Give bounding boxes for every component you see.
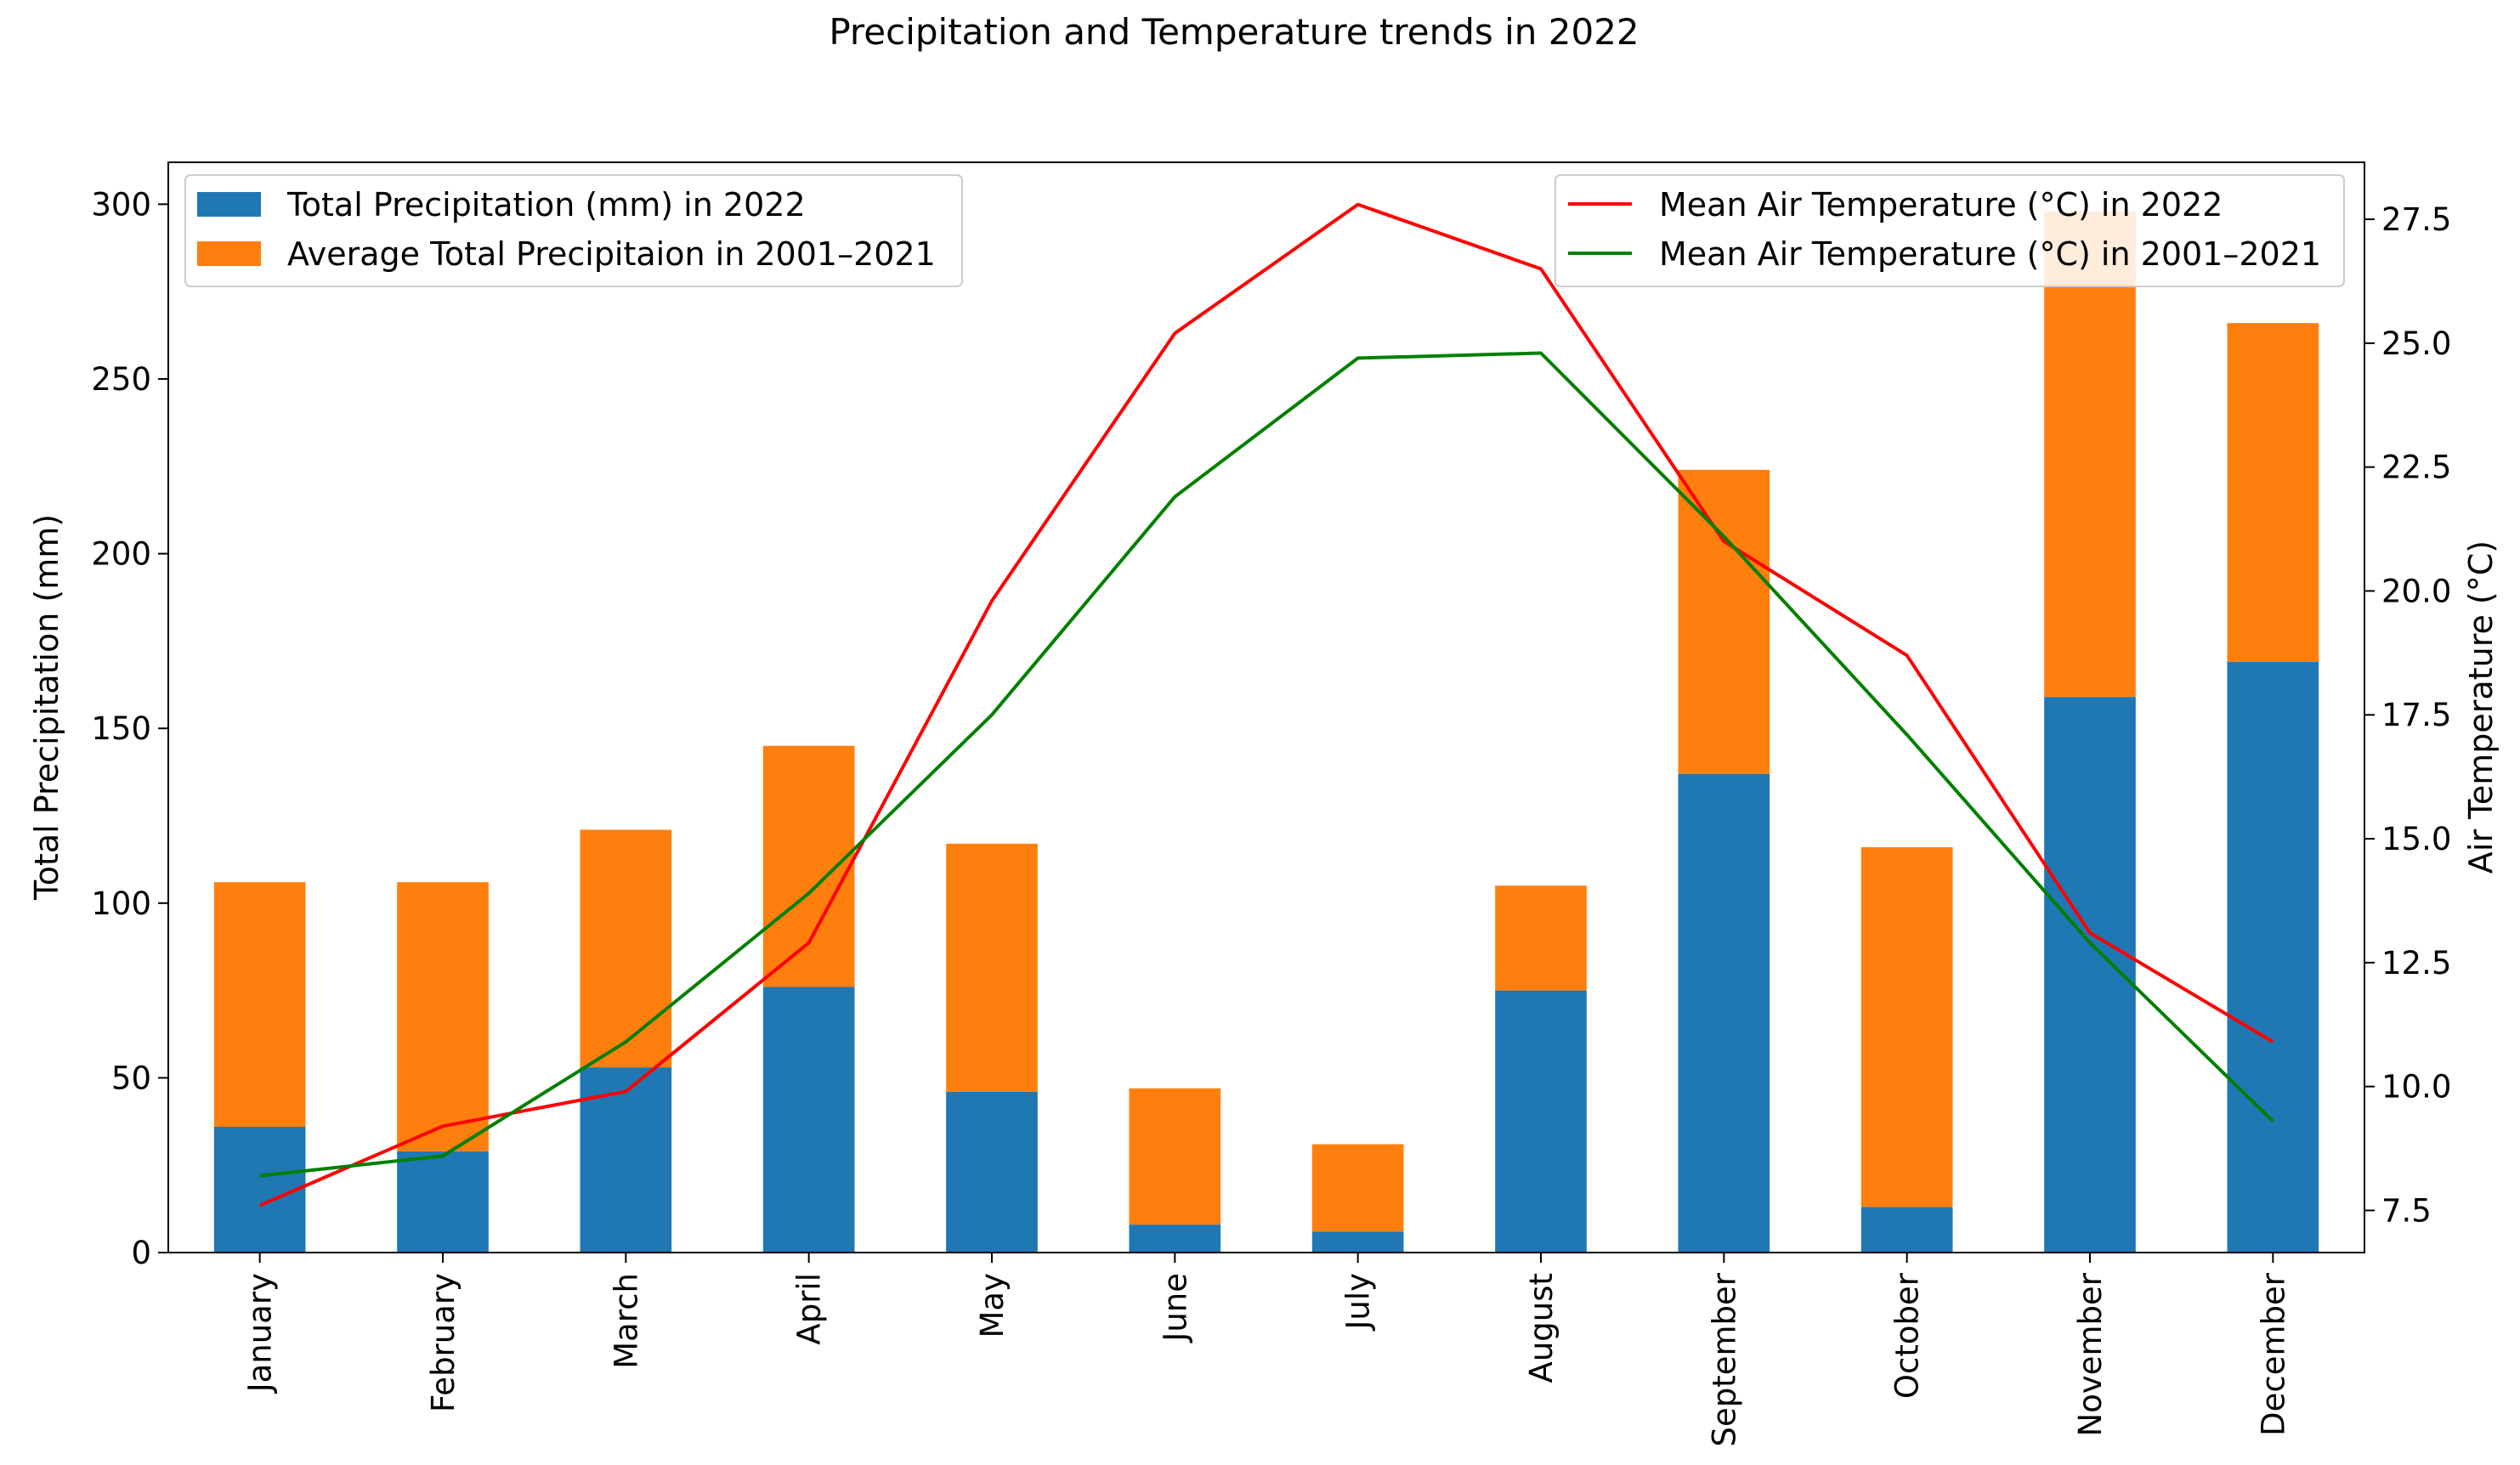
y-tick-label-right: 12.5 — [2381, 945, 2451, 981]
x-tick-label-august: August — [1523, 1273, 1560, 1383]
legend-label-temp-2022: Mean Air Temperature (°C) in 2022 — [1659, 186, 2223, 223]
bar-precip-avg-june — [1129, 1088, 1221, 1225]
y-tick-label-left: 100 — [91, 885, 151, 922]
y-tick-label-left: 150 — [91, 710, 151, 747]
x-tick-label-september: September — [1706, 1272, 1742, 1446]
bar-precip-avg-february — [397, 882, 489, 1151]
bar-precip-avg-july — [1311, 1144, 1404, 1232]
bar-precip-2022-january — [213, 1126, 306, 1253]
bar-precip-avg-april — [762, 745, 855, 987]
y-axis-label-left: Total Precipitation (mm) — [28, 514, 65, 901]
bar-precip-2022-october — [1860, 1207, 1953, 1253]
bar-precip-avg-may — [946, 843, 1038, 1092]
legend-label-precip-2022: Total Precipitation (mm) in 2022 — [286, 186, 806, 223]
bar-precip-avg-november — [2044, 211, 2136, 698]
bar-precip-avg-march — [580, 829, 672, 1068]
bar-precip-avg-september — [1678, 469, 1770, 774]
bar-precip-2022-march — [580, 1067, 672, 1253]
legend-label-temp-avg: Mean Air Temperature (°C) in 2001–2021 — [1659, 235, 2321, 273]
bar-precip-2022-december — [2227, 662, 2319, 1253]
y-tick-label-right: 10.0 — [2381, 1069, 2451, 1106]
y-tick-label-left: 200 — [91, 536, 151, 573]
x-tick-label-june: June — [1157, 1273, 1193, 1343]
legend-frame-right — [1554, 174, 2345, 287]
bar-precip-2022-july — [1311, 1231, 1404, 1253]
chart-title: Precipitation and Temperature trends in … — [829, 11, 1639, 53]
bar-precip-avg-august — [1495, 885, 1587, 991]
x-tick-label-july: July — [1340, 1273, 1377, 1332]
lines-layer — [258, 202, 2274, 1208]
line-temp-avg — [259, 351, 2274, 1178]
x-tick-label-january: January — [242, 1273, 279, 1394]
bar-precip-2022-april — [762, 987, 855, 1253]
bar-precip-2022-september — [1678, 773, 1770, 1253]
x-tick-label-may: May — [974, 1273, 1011, 1338]
bar-precip-avg-january — [213, 882, 306, 1127]
x-axis: January February March April May June July Augu… — [242, 1253, 2291, 1447]
y-tick-label-right: 20.0 — [2381, 573, 2451, 609]
y-axis-label-right: Air Temperature (°C) — [2462, 540, 2500, 874]
legend-label-precip-avg: Average Total Precipitaion in 2001–2021 — [287, 235, 936, 273]
bar-precip-2022-february — [397, 1151, 489, 1253]
y-tick-label-right: 25.0 — [2381, 325, 2451, 362]
legend-precipitation: Total Precipitation (mm) in 2022 Average… — [184, 174, 963, 287]
y-tick-label-left: 0 — [131, 1235, 151, 1271]
y-tick-label-right: 27.5 — [2381, 201, 2451, 238]
bar-precip-avg-october — [1860, 846, 1953, 1208]
bar-precip-2022-june — [1129, 1225, 1221, 1253]
y-axis-right: 7.5 10.0 12.5 15.0 17.5 20.0 22.5 25.0 27.5 — [2364, 201, 2451, 1229]
legend-swatch-precip-avg — [197, 241, 261, 266]
x-tick-label-october: October — [1889, 1272, 1926, 1399]
y-tick-label-left: 250 — [91, 361, 151, 398]
line-temp-2022 — [258, 202, 2274, 1208]
bar-precip-2022-august — [1495, 990, 1587, 1253]
y-tick-label-right: 17.5 — [2381, 697, 2451, 733]
x-tick-label-november: November — [2072, 1272, 2109, 1436]
x-tick-label-february: February — [425, 1273, 462, 1412]
y-tick-label-right: 22.5 — [2381, 450, 2451, 486]
x-tick-label-april: April — [791, 1273, 828, 1345]
x-tick-label-march: March — [608, 1273, 644, 1369]
legend-frame-left — [184, 174, 963, 287]
legend-temperature: Mean Air Temperature (°C) in 2022 Mean A… — [1554, 174, 2345, 287]
y-tick-label-right: 15.0 — [2381, 821, 2451, 857]
bar-precip-avg-december — [2227, 323, 2319, 663]
y-tick-label-left: 50 — [111, 1060, 151, 1096]
y-tick-label-left: 300 — [91, 186, 151, 223]
bar-precip-2022-may — [946, 1091, 1038, 1253]
legend-swatch-precip-2022 — [197, 192, 261, 217]
x-tick-label-december: December — [2255, 1272, 2291, 1436]
plot-frame — [167, 161, 2365, 1253]
y-axis-left: 0 50 100 150 200 250 300 — [91, 186, 168, 1271]
y-tick-label-right: 7.5 — [2381, 1192, 2432, 1229]
bars-layer — [213, 211, 2319, 1253]
